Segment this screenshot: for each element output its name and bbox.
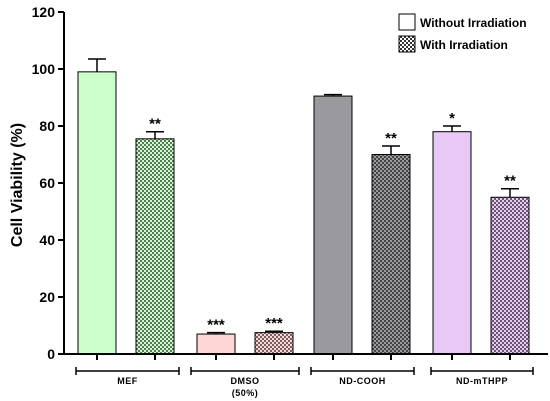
category-label-nd-cooh: ND-COOH [339,376,386,386]
category-sublabel: (50%) [232,388,259,398]
y-tick-label: 60 [39,175,55,191]
y-tick-label: 120 [32,4,56,20]
y-tick-label: 80 [39,118,55,134]
bar-dmso-with-irradiation [254,332,294,355]
significance-label: * [449,110,455,127]
significance-label: ** [504,173,516,190]
y-tick-label: 20 [39,289,55,305]
legend: Without Irradiation With Irradiation [398,13,527,53]
legend-swatch-with-irradiation [398,35,416,53]
bars-group: ***** ******** [77,58,530,355]
y-tick-label: 0 [47,346,55,362]
x-axis: MEF DMSO (50%) ND-COOH ND-mTHPP [64,353,548,398]
legend-swatch-without-irradiation [398,13,416,31]
bar-mef-without-irradiation [77,71,117,355]
bar-nd-cooh-with-irradiation [371,154,411,355]
category-label-dmso: DMSO [231,376,260,386]
y-axis-title: Cell Viability (%) [9,123,26,247]
bar-dmso-without-irradiation [196,333,236,355]
bar-nd-cooh-without-irradiation [313,95,353,355]
legend-label-without-irradiation: Without Irradiation [420,16,527,30]
y-tick-label: 40 [39,232,55,248]
bar-nd-mthpp-without-irradiation [432,131,472,355]
y-axis-ticks: 0 20 40 60 80 100 120 [32,4,65,362]
bar-nd-mthpp-with-irradiation [490,196,530,355]
y-tick-label: 100 [32,61,56,77]
significance-label: *** [207,317,225,334]
bar-mef-with-irradiation [135,138,175,355]
significance-label: ** [385,130,397,147]
category-label-nd-mthpp: ND-mTHPP [456,376,508,386]
significance-label: *** [265,315,283,332]
category-label-mef: MEF [117,376,138,386]
significance-label: ** [149,116,161,133]
legend-label-with-irradiation: With Irradiation [420,38,508,52]
